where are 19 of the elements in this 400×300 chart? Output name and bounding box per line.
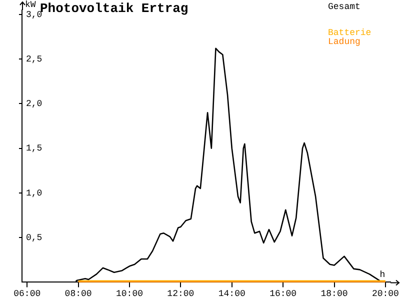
- y-axis-title: kW: [25, 0, 36, 10]
- text: Batterie: [328, 28, 372, 38]
- y-tick-label: 2,0: [26, 99, 42, 110]
- x-tick-label: 20:00: [372, 288, 399, 299]
- text: Ladung: [328, 36, 360, 47]
- x-axis-title: h: [380, 270, 386, 280]
- y-tick-label: 0,5: [26, 232, 42, 243]
- y-tick-label: 2,5: [26, 54, 42, 64]
- x-tick-label: 08:00: [64, 288, 92, 299]
- x-tick-label: 10:00: [116, 288, 144, 299]
- text: Gesamt: [328, 2, 360, 12]
- y-tick-label: 1,5: [26, 144, 42, 154]
- chart-title: Photovoltaik Ertrag: [40, 0, 188, 16]
- x-tick-label: 16:00: [270, 288, 297, 299]
- x-tick-label: 18:00: [320, 288, 348, 299]
- x-tick-label: 06:00: [14, 288, 41, 299]
- x-tick-label: 14:00: [218, 288, 246, 299]
- y-tick-label: 1,0: [26, 188, 42, 198]
- x-tick-label: 12:00: [167, 288, 194, 299]
